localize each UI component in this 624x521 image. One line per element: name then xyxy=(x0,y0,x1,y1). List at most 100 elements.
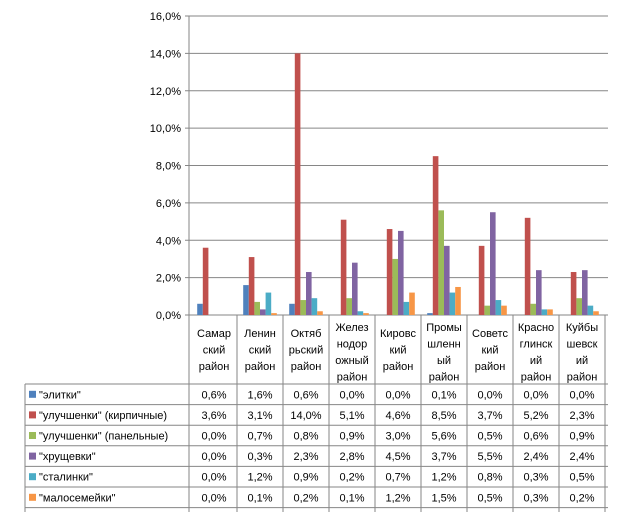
y-tick-label: 12,0% xyxy=(150,86,181,98)
data-table-value: 0,8% xyxy=(293,431,318,443)
y-tick-label: 6,0% xyxy=(156,198,181,210)
category-label: Кировс xyxy=(380,328,417,340)
bar xyxy=(306,272,312,315)
bar xyxy=(444,245,450,315)
data-table-value: 4,6% xyxy=(385,410,410,422)
data-table-value: 2,4% xyxy=(523,451,548,463)
category-label: Советс xyxy=(472,328,508,340)
data-table-value: 2,3% xyxy=(293,451,318,463)
category-label: ый xyxy=(437,355,451,367)
y-tick-label: 14,0% xyxy=(150,48,181,60)
data-table-value: 0,7% xyxy=(247,431,272,443)
category-label: ский xyxy=(249,345,272,357)
y-tick-label: 10,0% xyxy=(150,123,181,135)
y-tick-label: 4,0% xyxy=(156,235,181,247)
bar xyxy=(352,262,358,315)
legend-swatch xyxy=(29,411,36,419)
category-label: район xyxy=(245,361,276,373)
data-table-value: 0,5% xyxy=(569,472,594,484)
bar xyxy=(530,303,536,315)
data-table-value: 3,0% xyxy=(385,431,410,443)
legend-series-name: "малосемейки" xyxy=(39,492,116,504)
bar xyxy=(317,311,323,315)
bar xyxy=(202,247,209,315)
data-table-value: 5,5% xyxy=(477,451,502,463)
data-table-value: 3,1% xyxy=(247,410,272,422)
bar xyxy=(260,309,266,315)
bar xyxy=(363,313,369,315)
bar xyxy=(243,285,249,315)
legend-series-name: "элитки" xyxy=(39,389,81,401)
data-table-value: 5,2% xyxy=(523,410,548,422)
y-tick-label: 0,0% xyxy=(156,310,181,322)
legend-series-name: "улучшенки" (кирпичные) xyxy=(39,410,167,422)
data-table-value: 0,5% xyxy=(477,431,502,443)
bar xyxy=(576,298,582,315)
y-tick-label: 2,0% xyxy=(156,273,181,285)
legend-swatch xyxy=(29,473,36,481)
legend-series-name: "хрущевки" xyxy=(39,451,96,463)
data-table-value: 4,5% xyxy=(385,451,410,463)
bar xyxy=(593,311,599,315)
category-label: ий xyxy=(576,355,588,367)
data-table-value: 0,0% xyxy=(201,472,226,484)
data-table-value: 0,2% xyxy=(339,472,364,484)
category-label: район xyxy=(521,372,552,384)
data-table-value: 0,8% xyxy=(477,472,502,484)
bar xyxy=(357,311,364,315)
bar xyxy=(449,292,456,315)
y-tick-label: 8,0% xyxy=(156,161,181,173)
bar xyxy=(427,313,433,315)
data-table-value: 2,3% xyxy=(569,410,594,422)
category-label: шевск xyxy=(567,339,598,351)
data-table-value: 0,0% xyxy=(523,389,548,401)
category-label: Октяб xyxy=(291,328,322,340)
data-table-value: 3,6% xyxy=(201,410,226,422)
legend-swatch xyxy=(29,452,36,460)
category-label: район xyxy=(383,361,414,373)
bar xyxy=(340,219,347,315)
data-table-value: 2,8% xyxy=(339,451,364,463)
bar xyxy=(432,156,439,315)
bar xyxy=(438,210,444,315)
category-label: район xyxy=(291,361,322,373)
category-label: ожный xyxy=(335,355,368,367)
category-label: Ленин xyxy=(244,328,276,340)
data-table-value: 0,0% xyxy=(201,451,226,463)
legend-series-name: "улучшенки" (панельные) xyxy=(39,431,168,443)
bar xyxy=(346,298,352,315)
category-label: Куйбы xyxy=(566,322,598,334)
data-table-value: 0,6% xyxy=(523,431,548,443)
legend-swatch xyxy=(29,390,36,398)
data-table-value: 2,4% xyxy=(569,451,594,463)
bar xyxy=(484,305,490,315)
category-label: Самар xyxy=(197,328,231,340)
category-label: район xyxy=(199,361,230,373)
category-label: район xyxy=(475,361,506,373)
data-table-value: 0,3% xyxy=(247,451,272,463)
category-label: глинск xyxy=(520,339,553,351)
legend-swatch xyxy=(29,432,36,439)
data-table-value: 1,6% xyxy=(247,389,272,401)
bar xyxy=(541,309,548,315)
bar xyxy=(311,298,318,315)
data-table-value: 0,1% xyxy=(339,492,364,504)
data-table-value: 0,0% xyxy=(477,389,502,401)
data-table-value: 0,6% xyxy=(293,389,318,401)
category-label: район xyxy=(567,372,598,384)
bar xyxy=(403,301,410,315)
category-label: район xyxy=(337,372,368,384)
bar xyxy=(398,230,404,315)
bar xyxy=(455,286,461,315)
data-table-value: 3,7% xyxy=(477,410,502,422)
bar xyxy=(289,303,295,315)
data-table-value: 0,0% xyxy=(339,389,364,401)
data-table-value: 0,5% xyxy=(477,492,502,504)
data-table-value: 8,5% xyxy=(431,410,456,422)
bar xyxy=(582,270,588,315)
data-table-value: 0,2% xyxy=(293,492,318,504)
bar xyxy=(490,212,496,315)
category-label: Желез xyxy=(335,322,368,334)
bar xyxy=(386,229,393,315)
